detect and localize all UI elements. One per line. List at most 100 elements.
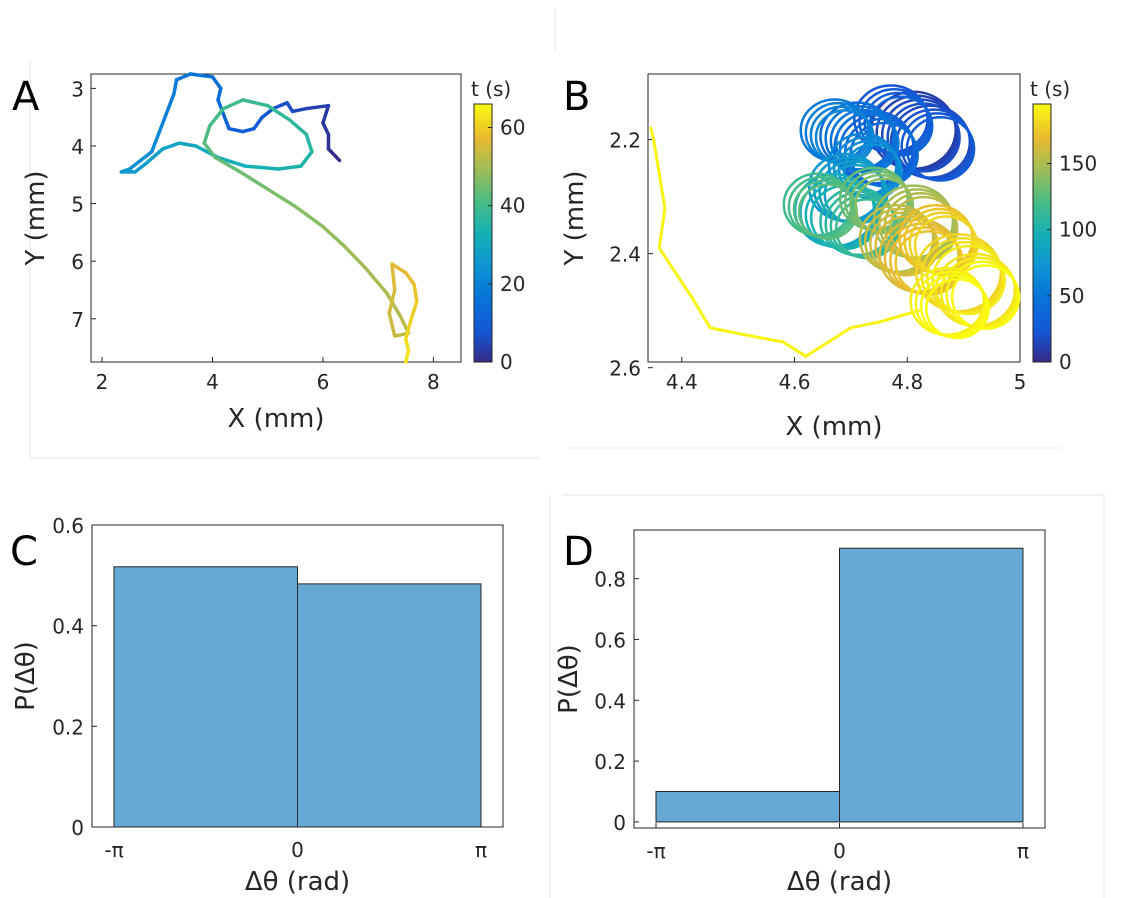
panel-b-colorbar-tick-label: 100 [1059, 218, 1097, 242]
panel-d-x-tick-label: 0 [833, 839, 846, 863]
panel-a-trajectory-segment [133, 161, 148, 174]
panel-a-trajectory-segment [227, 126, 245, 134]
panel-a-trajectory-segment [149, 135, 160, 154]
panel-a-trajectory-segment [365, 268, 389, 295]
panel-a-trajectory-segment [390, 262, 397, 292]
panel-b-trajectory-segment [669, 263, 695, 301]
panel-a-trajectory-segment [188, 72, 215, 79]
panel-d-x-tick-label: -π [646, 839, 665, 863]
panel-b-trajectory-segment [652, 138, 661, 176]
panel-d-y-tick-label: 0.4 [594, 689, 626, 713]
panel-b-trajectory: 4.4 4.6 4.8 5 2.2 2.4 2.6 X (mm) Y (mm) 0 50 100 150… [560, 73, 1097, 442]
panel-a-y-tick-label: 5 [71, 193, 84, 217]
panel-b-trajectory-segment [736, 331, 785, 344]
panel-a-trajectory-segment [177, 141, 198, 148]
panel-a-trajectory-segment [404, 348, 411, 364]
panel-b-x-tick-label: 4.8 [891, 370, 923, 394]
panel-c-x-label: Δθ (rad) [245, 867, 350, 897]
panel-a-trajectory-segment [216, 86, 223, 102]
panel-a-x-tick-label: 6 [317, 370, 330, 394]
panel-a-colorbar-title: t (s) [471, 77, 511, 101]
panel-a-trajectory-segment [412, 282, 419, 304]
panel-b-letter: B [563, 74, 590, 120]
panel-a-y-label: Y (mm) [21, 170, 51, 266]
panel-d-y-tick-label: 0.2 [594, 750, 626, 774]
panel-d-histogram: 0 0.2 0.4 0.6 0.8 -π 0 π Δθ (rad) P(Δθ) D [554, 529, 1046, 897]
panel-d-x-tick-label: π [1017, 839, 1029, 863]
panel-a-x-tick-label: 4 [206, 370, 219, 394]
panel-b-trajectory-segment [849, 320, 881, 330]
panel-a-trajectory-segment [166, 92, 176, 111]
panel-b-y-tick-label: 2.6 [609, 357, 641, 381]
panel-c-x-tick-label: -π [104, 838, 123, 862]
panel-c-letter: C [10, 529, 38, 575]
panel-d-y-tick-label: 0.8 [594, 568, 626, 592]
panel-d-y-tick-label: 0.6 [594, 628, 626, 652]
panel-b-trajectory-segment [691, 297, 712, 330]
panel-d-y-tick-label: 0 [613, 811, 626, 835]
panel-a-trajectory-segment [343, 245, 369, 272]
panel-b-colorbar-tick-label: 0 [1059, 350, 1072, 374]
panel-c-y-tick-label: 0.6 [52, 514, 84, 538]
panel-a-trajectory-segment [161, 106, 171, 125]
panel-a-trajectory-segment [304, 132, 314, 154]
panel-a-y-tick-label: 3 [71, 77, 84, 101]
panel-a-letter: A [12, 74, 40, 120]
panel-b-trajectory-segment [657, 246, 673, 267]
panel-a-trajectory-segment [404, 317, 414, 341]
panel-b-trajectory-segment [657, 172, 667, 210]
panel-a-trajectory-segment [265, 103, 292, 122]
panel-b-loop [931, 244, 1006, 316]
panel-a-axes [90, 73, 462, 363]
panel-a-trajectory-segment [216, 155, 248, 168]
panel-a-y-tick-label: 4 [71, 135, 84, 159]
panel-a-trajectory-segment [409, 299, 419, 321]
panel-a-x-label: X (mm) [227, 404, 324, 434]
panel-a-trajectory-segment [207, 106, 226, 128]
panel-a-trajectory-segment [241, 126, 256, 134]
panel-c-bar [113, 566, 298, 828]
panel-a-colorbar-tick-label: 60 [500, 115, 525, 139]
panel-a-trajectory-segment [221, 112, 231, 131]
panel-a-trajectory-segment [155, 121, 165, 140]
panel-d-letter: D [563, 529, 594, 575]
panel-a-trajectory-segment [144, 147, 165, 166]
panel-c-y-label: P(Δθ) [11, 641, 41, 711]
panel-d-x-label: Δθ (rad) [787, 867, 892, 897]
panel-a-trajectory-segment [326, 147, 342, 163]
panel-b-trajectory-segment [781, 340, 808, 358]
panel-a-colorbar-tick-label: 0 [500, 350, 513, 374]
panel-b-y-tick-label: 2.2 [609, 129, 641, 153]
panel-d-bar [655, 791, 840, 823]
panel-c-y-tick-label: 0.4 [52, 615, 84, 639]
panel-c-x-tick-label: π [475, 838, 487, 862]
panel-a-colorbar-tick-label: 40 [500, 194, 525, 218]
panel-b-x-label: X (mm) [785, 412, 882, 442]
panel-b-x-tick-label: 5 [1014, 370, 1027, 394]
panel-a-trajectory-segment [384, 291, 403, 318]
panel-c-bar [297, 583, 482, 828]
panel-b-trajectory-segment [804, 326, 853, 358]
panel-a-trajectory-segment [321, 224, 347, 249]
panel-b-colorbar-tick-label: 150 [1059, 152, 1097, 176]
panel-a-trajectory-segment [390, 262, 408, 275]
panel-a-trajectory-segment [243, 164, 281, 171]
panel-b-trajectory-segment [657, 206, 667, 250]
panel-a-trajectory-segment [161, 141, 182, 151]
panel-a-trajectory-segment [404, 337, 411, 353]
panel-b-x-tick-label: 4.6 [779, 370, 811, 394]
panel-b-trajectory-segment [649, 126, 656, 142]
panel-a-trajectory-segment [290, 106, 309, 114]
panel-a-colorbar [473, 103, 493, 363]
panel-a-trajectory-segment [265, 187, 298, 209]
panel-b-colorbar-tick-label: 50 [1059, 284, 1084, 308]
panel-d-y-label: P(Δθ) [554, 644, 584, 714]
panel-a-trajectory-segment [252, 115, 264, 131]
panel-a-trajectory-segment [202, 124, 212, 145]
panel-a-trajectory-segment [299, 150, 314, 168]
panel-b-trajectory-segment [708, 326, 740, 335]
panel-c-y-tick-label: 0 [71, 816, 84, 840]
panel-a-trajectory-segment [387, 311, 397, 338]
panel-b-loop [950, 264, 1021, 331]
